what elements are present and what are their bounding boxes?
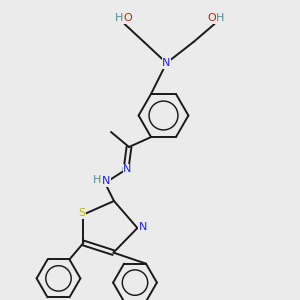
Text: H: H xyxy=(216,13,225,23)
Text: H: H xyxy=(92,175,101,185)
Text: O: O xyxy=(123,13,132,23)
Text: N: N xyxy=(102,176,111,187)
Text: N: N xyxy=(139,221,147,232)
Text: S: S xyxy=(78,208,85,218)
Text: O: O xyxy=(207,13,216,23)
Text: N: N xyxy=(162,58,171,68)
Text: N: N xyxy=(123,164,132,175)
Text: H: H xyxy=(115,13,123,23)
